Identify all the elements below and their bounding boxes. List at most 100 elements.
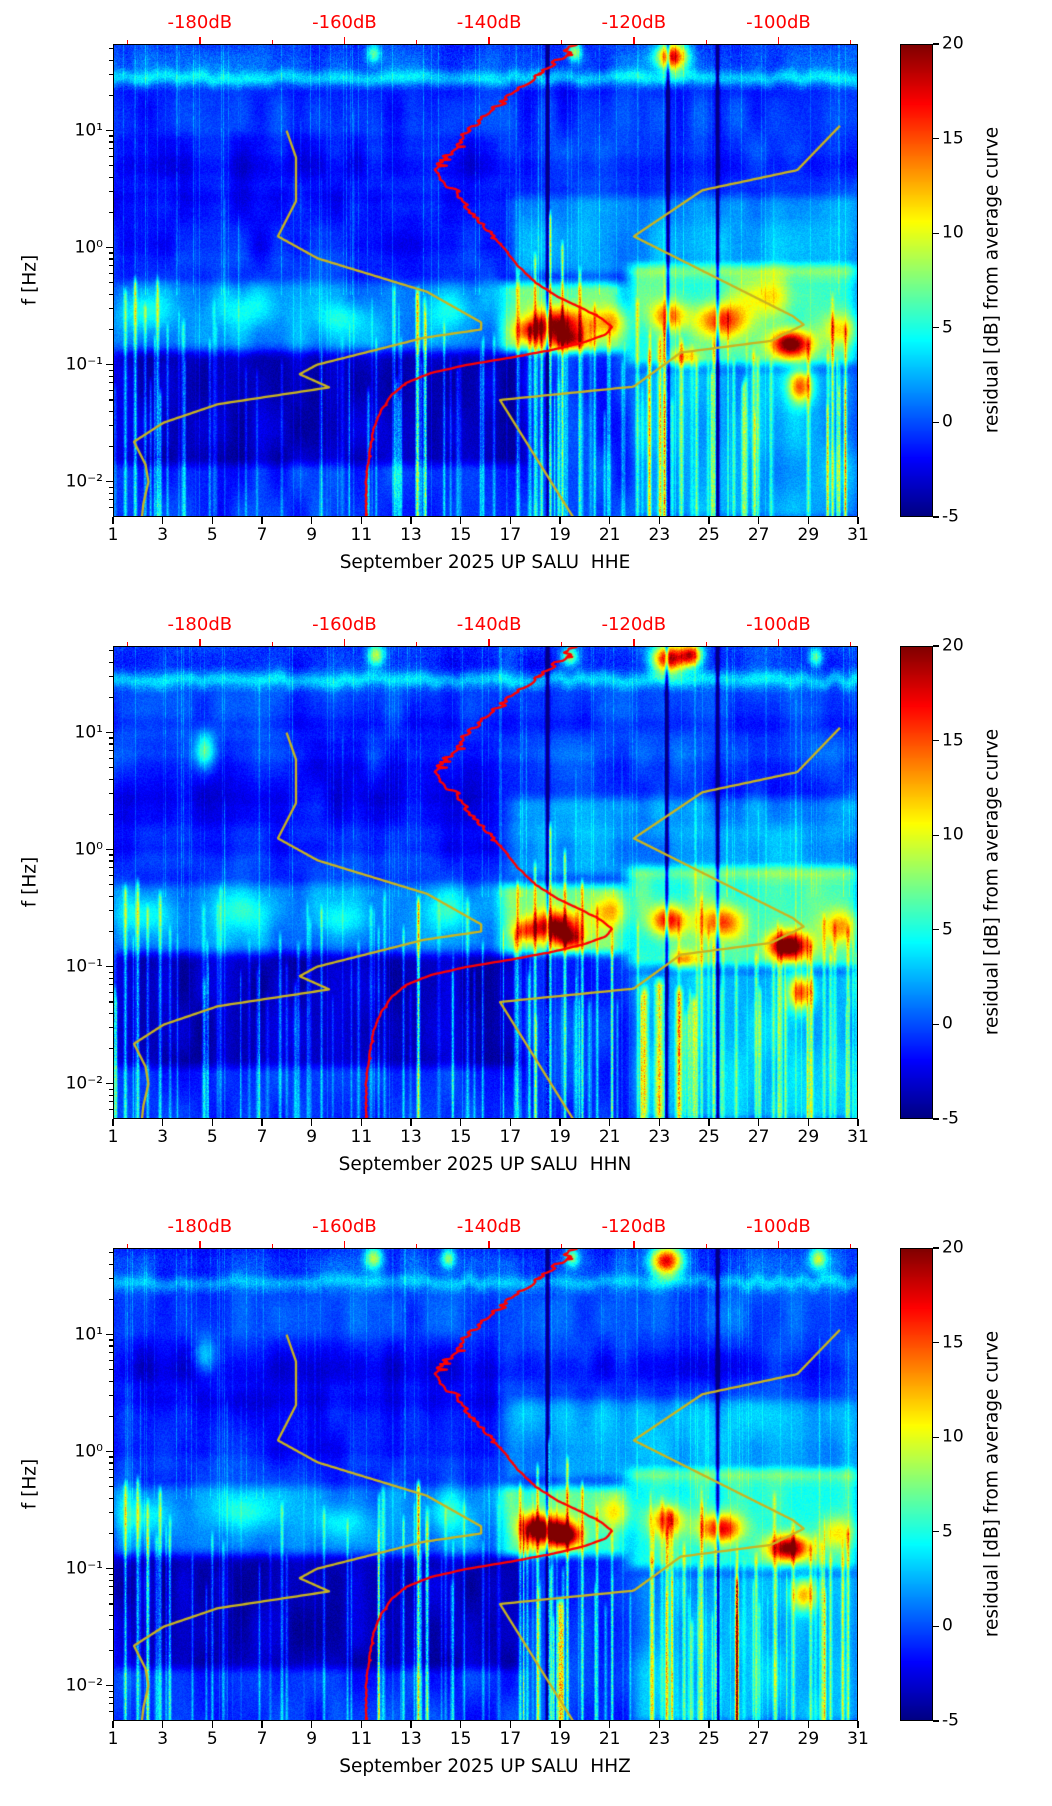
x-tick-label: 5	[206, 1729, 218, 1749]
y-minor-tick	[109, 1339, 113, 1341]
top-minor-tick	[850, 642, 852, 646]
colorbar-tick	[933, 834, 939, 836]
y-minor-tick	[109, 282, 113, 284]
x-tick	[757, 1119, 760, 1126]
y-tick-label: 10⁻²	[65, 1073, 103, 1094]
y-tick-label: 10¹	[74, 120, 103, 141]
y-minor-tick	[109, 59, 113, 61]
x-tick-label: 13	[400, 1127, 422, 1147]
y-minor-tick	[109, 992, 113, 994]
colorbar-tick-label: 15	[942, 730, 964, 751]
colorbar-tick-label: 20	[942, 635, 964, 656]
x-tick-label: 11	[350, 525, 373, 545]
x-tick	[459, 1119, 462, 1126]
y-minor-tick	[109, 758, 113, 760]
x-tick-label: 1	[107, 1127, 119, 1147]
x-tick	[310, 517, 313, 524]
top-minor-tick	[126, 1244, 129, 1248]
x-tick	[708, 517, 710, 524]
top-tick	[343, 37, 346, 44]
y-minor-tick	[109, 1012, 113, 1014]
y-minor-tick	[109, 895, 113, 897]
colorbar-tick	[933, 1247, 939, 1249]
top-tick	[632, 1241, 635, 1248]
top-tick-label: -100dB	[746, 12, 811, 33]
x-tick	[310, 1119, 313, 1126]
y-minor-tick	[109, 1252, 113, 1254]
x-tick-label: 23	[648, 1729, 671, 1749]
x-tick-label: 25	[698, 1127, 720, 1147]
colorbar-tick-label: 5	[942, 919, 953, 940]
colorbar-tick-label: -5	[942, 1108, 959, 1129]
top-tick	[343, 639, 346, 646]
x-tick	[708, 1721, 710, 1728]
y-tick	[106, 966, 113, 968]
colorbar-tick	[933, 1625, 939, 1628]
y-minor-tick	[109, 211, 113, 213]
x-tick-label: 19	[549, 1729, 571, 1749]
y-minor-tick	[109, 661, 113, 663]
top-tick-label: -140dB	[456, 12, 522, 33]
y-minor-tick	[109, 191, 113, 193]
y-minor-tick	[109, 308, 113, 310]
x-tick-label: 29	[797, 525, 820, 545]
x-tick	[161, 517, 164, 524]
x-tick-label: 23	[648, 1127, 671, 1147]
y-minor-tick	[109, 390, 113, 392]
y-minor-tick	[109, 1278, 113, 1280]
top-tick	[488, 37, 490, 44]
y-minor-tick	[109, 410, 113, 412]
spectrogram-hhz-canvas	[113, 1248, 858, 1721]
colorbar-tick-label: 10	[942, 1426, 964, 1447]
y-tick-label: 10⁻¹	[65, 354, 103, 375]
x-tick	[459, 517, 462, 524]
x-tick	[410, 517, 412, 524]
y-minor-tick	[109, 74, 113, 76]
colorbar-tick	[933, 1023, 939, 1026]
top-minor-tick	[271, 642, 273, 646]
y-tick	[106, 1568, 113, 1570]
y-tick	[106, 1083, 113, 1085]
x-tick	[857, 1721, 859, 1728]
x-tick	[708, 1119, 710, 1126]
colorbar-tick	[933, 929, 939, 931]
y-minor-tick	[109, 1486, 113, 1488]
colorbar-tick	[933, 739, 939, 742]
colorbar-tick	[933, 137, 939, 140]
y-minor-tick	[109, 1415, 113, 1417]
x-tick-label: 31	[847, 525, 869, 545]
top-tick	[198, 37, 201, 44]
y-minor-tick	[109, 737, 113, 739]
y-minor-tick	[109, 1603, 113, 1605]
y-tick	[106, 364, 113, 366]
colorbar-tick	[933, 43, 939, 45]
top-tick	[198, 1241, 201, 1248]
y-tick	[106, 481, 113, 483]
x-tick	[857, 1119, 859, 1126]
y-minor-tick	[109, 499, 113, 501]
top-tick-label: -180dB	[167, 1216, 233, 1237]
top-tick	[632, 37, 635, 44]
y-tick-label: 10⁻²	[65, 471, 103, 492]
y-minor-tick	[109, 750, 113, 752]
x-tick	[608, 517, 611, 524]
y-minor-tick	[109, 135, 113, 137]
x-tick	[360, 1721, 363, 1728]
x-tick	[658, 517, 661, 524]
colorbar-tick-label: 20	[942, 1237, 964, 1258]
colorbar-tick-label: 20	[942, 33, 964, 54]
colorbar-tick-label: 0	[942, 1616, 953, 1637]
x-tick	[112, 1721, 114, 1728]
y-minor-tick	[109, 1586, 113, 1588]
top-tick-label: -100dB	[746, 1216, 811, 1237]
x-tick-label: 17	[499, 1729, 522, 1749]
colorbar-tick-label: 10	[942, 222, 964, 243]
top-tick-label: -160dB	[312, 12, 377, 33]
y-minor-tick	[109, 813, 113, 815]
y-minor-tick	[109, 767, 113, 769]
x-tick	[410, 1119, 412, 1126]
colorbar-hhe-canvas	[900, 44, 933, 517]
y-tick-label: 10⁻²	[65, 1675, 103, 1696]
figure-hhz: f [Hz] September 2025 UP SALU HHZ residu…	[0, 1204, 1052, 1806]
x-axis-label: September 2025 UP SALU HHN	[338, 1154, 632, 1175]
